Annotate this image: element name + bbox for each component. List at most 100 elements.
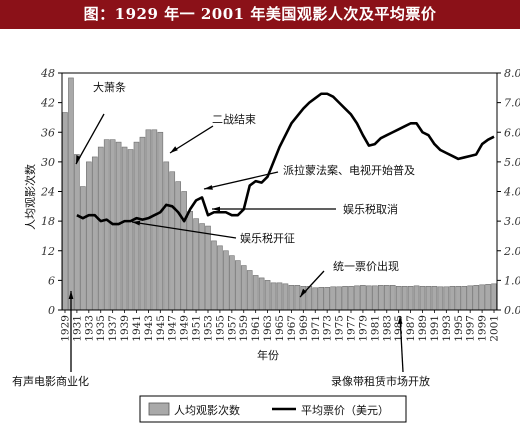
bar-1988 [413,285,420,311]
x-tick-label-1979: 1979 [357,315,369,342]
x-tick-label-1959: 1959 [238,315,250,342]
price-line [76,92,495,226]
annotation-ww2-end: 二战结束 [212,113,256,126]
bar-1972 [318,286,325,311]
x-axis-label: 年份 [257,348,279,362]
y-left-tick-label: 48 [40,67,55,80]
bar-1954 [211,240,217,311]
legend: 人均观影次数 平均票价（美元） [139,395,407,423]
x-tick-label-1991: 1991 [429,315,441,342]
arrow-great-depression [75,113,105,165]
bar-1957 [229,255,235,311]
arrowhead [212,206,220,212]
bar-1975 [336,286,342,311]
y-left-tick-label: 6 [48,274,55,287]
y-left-tick-label: 30 [41,156,55,169]
x-tick-label-1947: 1947 [167,315,179,342]
bar-1932 [80,186,86,311]
bar-1962 [258,277,265,311]
x-tick-label-1971: 1971 [310,315,322,342]
arrow-vhs [399,315,404,373]
x-tick-label-1939: 1939 [119,315,131,342]
x-tick-label-1973: 1973 [322,315,334,342]
x-tick-label-1949: 1949 [179,315,191,342]
x-axis-ticks: 1929 1931 1933 1935 1937 1939 1941 1943 1945 1947… [59,310,501,342]
bar-1963 [264,280,271,311]
x-tick-label-1987: 1987 [405,315,417,342]
bar-1973 [324,286,330,311]
x-tick-label-1941: 1941 [131,315,143,342]
bar-1946 [163,161,170,311]
x-tick-label-1965: 1965 [274,315,286,342]
arrowhead [397,316,403,324]
bar-1971 [312,287,319,311]
chart-area: 0 6 12 18 24 30 36 42 48 0.0 1.0 2.0 3.0 4.0 5.0 6.0 7.… [12,67,520,423]
y-right-tick-label: 6.0 [504,126,520,139]
bar-1956 [223,250,229,311]
x-tick-label-1977: 1977 [346,315,358,342]
bar-1953 [205,225,211,311]
bar-1965 [276,282,283,311]
bar-1992 [437,286,444,311]
x-tick-label-1997: 1997 [465,315,477,342]
bar-1999 [479,284,485,311]
bar-1955 [217,245,223,311]
arrow-heads [68,146,403,324]
bar-1945 [157,131,164,311]
y-right-tick-label: 7.0 [504,97,520,110]
arrowhead [204,185,213,190]
bar-1995 [455,285,462,311]
bar-1949 [181,191,187,311]
annotation-great-depression: 大萧条 [93,80,126,94]
x-tick-label-1999: 1999 [477,315,489,342]
bar-1987 [407,285,414,311]
arrowhead [170,146,178,153]
bar-1981 [372,285,378,311]
y-right-tick-label: 3.0 [504,215,520,228]
arrowhead [68,291,74,299]
annotation-tax-levy: 娱乐税开征 [240,231,295,245]
x-tick-label-1985: 1985 [393,315,405,342]
x-tick-label-1953: 1953 [202,315,214,342]
bar-1989 [419,285,426,311]
x-tick-label-1993: 1993 [441,315,453,342]
x-tick-label-1955: 1955 [214,315,226,342]
annotation-vhs-rental: 录像带租赁市场开放 [331,374,430,388]
bar-1930 [68,77,74,311]
y-right-tick-label: 8.0 [504,67,520,80]
y-right-tick-label: 2.0 [503,245,520,258]
arrow-ww2-end [169,125,214,154]
bar-1994 [449,285,456,311]
x-tick-label-1963: 1963 [262,315,274,342]
bar-1998 [473,285,479,311]
bar-1958 [234,260,241,311]
bar-1940 [127,149,134,311]
annotation-paramount-tv: 派拉蒙法案、电视开始普及 [283,163,415,177]
x-tick-label-1929: 1929 [59,315,71,342]
x-tick-label-1931: 1931 [71,315,83,342]
bar-1968 [294,285,301,311]
bar-1979 [360,285,366,311]
x-tick-label-1967: 1967 [286,315,298,342]
legend-label-line: 平均票价（美元） [301,404,389,417]
bar-1933 [86,161,92,311]
arrowhead [300,288,307,297]
x-tick-label-1937: 1937 [107,315,119,342]
bar-1984 [389,285,396,311]
y-right-tick-label: 0.0 [504,304,520,317]
bar-1947 [169,171,176,311]
y-right-tick-label: 1.0 [504,274,520,287]
chart-title: 图：1929 年一 2001 年美国观影人次及平均票价 [0,0,520,29]
x-tick-label-1957: 1957 [226,315,238,342]
x-tick-label-1989: 1989 [417,315,429,342]
x-tick-label-1983: 1983 [381,315,393,342]
bar-1991 [431,285,438,311]
y-axis-label: 人均观影次数 [23,164,37,230]
legend-swatch-bars [148,402,170,416]
bar-1967 [288,285,295,311]
bar-1982 [377,285,384,311]
y-left-tick-label: 0 [48,304,55,317]
bar-1964 [270,282,277,311]
y-left-tick-label: 42 [40,97,55,110]
annotation-sound-film: 有声电影商业化 [12,374,89,388]
